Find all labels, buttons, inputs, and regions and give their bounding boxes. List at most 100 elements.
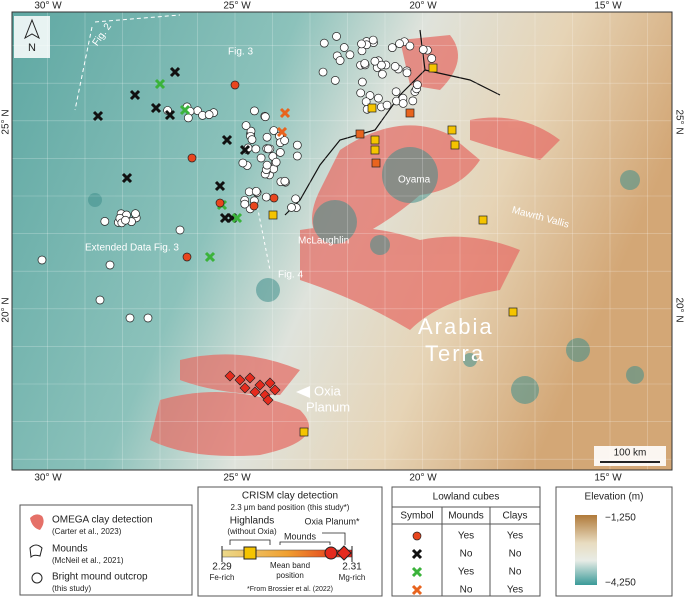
- lowland-cubes: Lowland cubes Symbol Mounds Clays Yes Yes No N…: [391, 486, 541, 597]
- marker: [247, 135, 257, 144]
- north-label: N: [28, 42, 36, 54]
- map-label: Fig. 3: [228, 47, 253, 58]
- marker: [368, 35, 378, 45]
- marker: [224, 370, 236, 382]
- marker: [387, 43, 397, 52]
- legend-text: Mounds: [52, 544, 88, 555]
- marker: [150, 102, 162, 114]
- north-box: [14, 16, 50, 58]
- marker: [280, 136, 289, 145]
- legend-text: Bright mound outcrop: [52, 572, 148, 583]
- marker: [370, 56, 380, 66]
- legend-swatch: [31, 572, 43, 584]
- legend-text: Highlands: [230, 516, 274, 527]
- table-header: Mounds: [448, 511, 484, 522]
- marker: [508, 307, 518, 317]
- table-header: Symbol: [400, 511, 433, 522]
- lon-label: 25° W: [223, 1, 251, 12]
- marker: [418, 45, 428, 54]
- marker: [231, 212, 243, 224]
- marker: [358, 77, 367, 87]
- marker: [121, 215, 130, 225]
- marker: [105, 260, 115, 270]
- marker: [260, 112, 270, 122]
- marker: [330, 76, 340, 85]
- marker: [370, 145, 380, 155]
- marker: [215, 198, 225, 208]
- marker: [230, 80, 240, 90]
- marker: [332, 32, 341, 41]
- marker: [411, 566, 423, 578]
- legend-title: CRISM clay detection: [242, 491, 338, 502]
- marker: [391, 87, 401, 97]
- table-cell: Yes: [458, 531, 474, 542]
- legend-swatch: [29, 544, 43, 559]
- colorbar: [575, 515, 597, 585]
- markers: [37, 32, 518, 437]
- lon-label: 15° W: [594, 473, 622, 484]
- map-label: McLaughlin: [298, 236, 349, 247]
- marker: [299, 427, 309, 437]
- marker: [374, 93, 383, 103]
- marker: [357, 39, 366, 49]
- marker: [268, 210, 278, 220]
- marker: [204, 251, 216, 263]
- marker: [256, 153, 266, 163]
- marker: [355, 129, 365, 139]
- marker: [143, 313, 153, 323]
- marker: [131, 209, 140, 219]
- marker: [204, 110, 214, 120]
- legend-box: [19, 504, 193, 596]
- legend-text: (without Oxia): [227, 527, 277, 536]
- legend-text: position: [276, 571, 304, 580]
- legend-text: (this study): [52, 584, 91, 593]
- map-label: Extended Data Fig. 3: [85, 243, 179, 254]
- marker: [250, 106, 259, 116]
- highlands-marker: [243, 546, 257, 560]
- marker: [175, 225, 185, 235]
- marker: [125, 313, 135, 323]
- legend-text: Mean band: [270, 561, 310, 570]
- marker: [261, 192, 271, 202]
- marker: [276, 126, 288, 138]
- marker: [427, 54, 437, 63]
- marker: [335, 56, 345, 65]
- table-cell: No: [509, 567, 522, 578]
- marker: [279, 107, 291, 119]
- legend-swatch: [30, 514, 44, 530]
- marker: [411, 548, 423, 560]
- marker: [214, 180, 226, 192]
- marker: [318, 67, 328, 77]
- lon-label: 20° W: [409, 473, 437, 484]
- legend-box: [197, 486, 383, 597]
- table-header: Clays: [502, 511, 527, 522]
- map-label: Fig. 4: [278, 270, 303, 281]
- marker: [428, 63, 438, 73]
- legend-box: [391, 486, 541, 597]
- marker: [402, 68, 412, 78]
- table-cell: Yes: [507, 585, 523, 596]
- marker: [408, 96, 418, 106]
- legend-title: Lowland cubes: [433, 492, 500, 503]
- marker: [377, 60, 386, 70]
- marker: [370, 135, 380, 145]
- lat-label: 25° N: [673, 109, 684, 134]
- marker: [292, 140, 302, 150]
- marker: [447, 125, 457, 135]
- marker: [269, 384, 281, 396]
- marker: [251, 186, 261, 196]
- marker: [95, 295, 105, 305]
- marker: [164, 109, 176, 121]
- table-cell: No: [460, 585, 473, 596]
- marker: [271, 157, 281, 167]
- lon-label: 30° W: [34, 473, 62, 484]
- map-frame: [11, 11, 673, 471]
- marker: [382, 100, 392, 110]
- legend-text: 2.31: [342, 562, 362, 573]
- lon-label: 25° W: [223, 473, 251, 484]
- marker: [450, 140, 460, 150]
- marker: [244, 372, 256, 384]
- marker: [239, 144, 251, 156]
- map-label: Oyama: [398, 175, 431, 186]
